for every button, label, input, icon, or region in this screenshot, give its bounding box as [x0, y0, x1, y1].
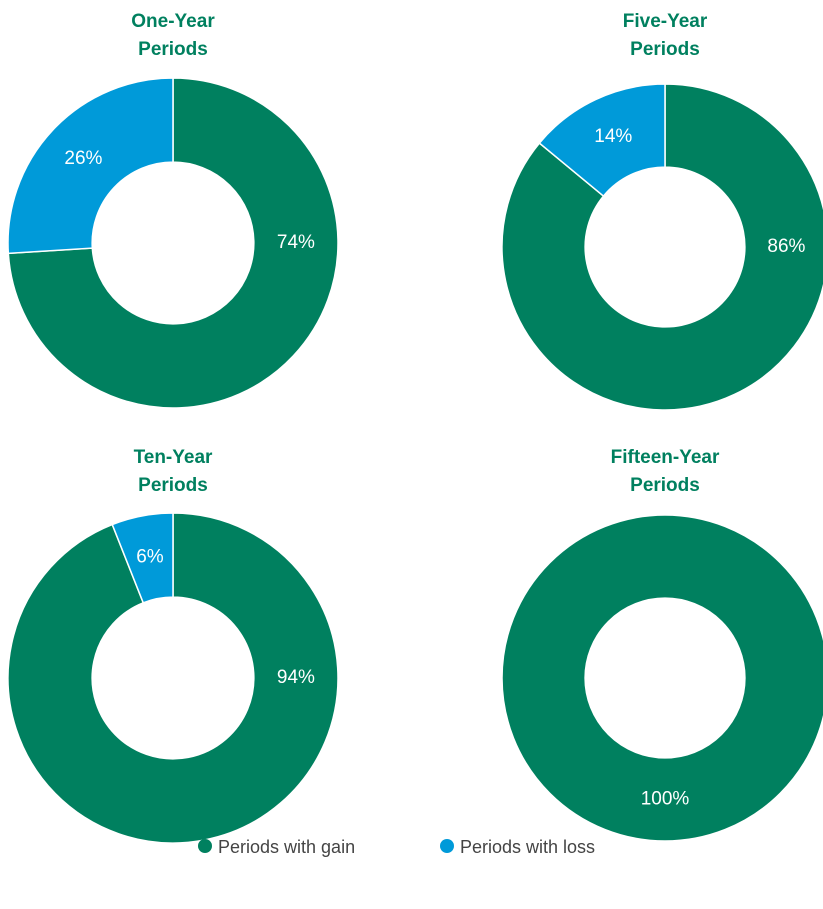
chart-title: One-Year Periods [131, 11, 215, 60]
chart-title: Five-Year Periods [622, 11, 708, 60]
donut-segment [501, 83, 823, 411]
donut-segment [7, 77, 339, 409]
legend-swatch [198, 839, 212, 853]
data-label: 6% [136, 546, 164, 567]
donut-segment [501, 514, 823, 842]
legend-label: Periods with loss [460, 837, 595, 857]
data-label: 14% [594, 126, 632, 147]
donut-segment [7, 77, 174, 255]
donut-segment [538, 83, 666, 198]
legend-label: Periods with gain [218, 837, 355, 857]
data-label: 94% [277, 667, 315, 688]
data-label: 100% [641, 788, 690, 809]
donut-segment [111, 512, 174, 604]
chart-title: Fifteen-Year Periods [610, 447, 720, 496]
legend-swatch [440, 839, 454, 853]
data-label: 26% [64, 148, 102, 169]
donut-segment [7, 512, 339, 844]
chart-title: Ten-Year Periods [133, 447, 213, 496]
data-label: 74% [277, 232, 315, 253]
data-label: 86% [767, 236, 805, 257]
